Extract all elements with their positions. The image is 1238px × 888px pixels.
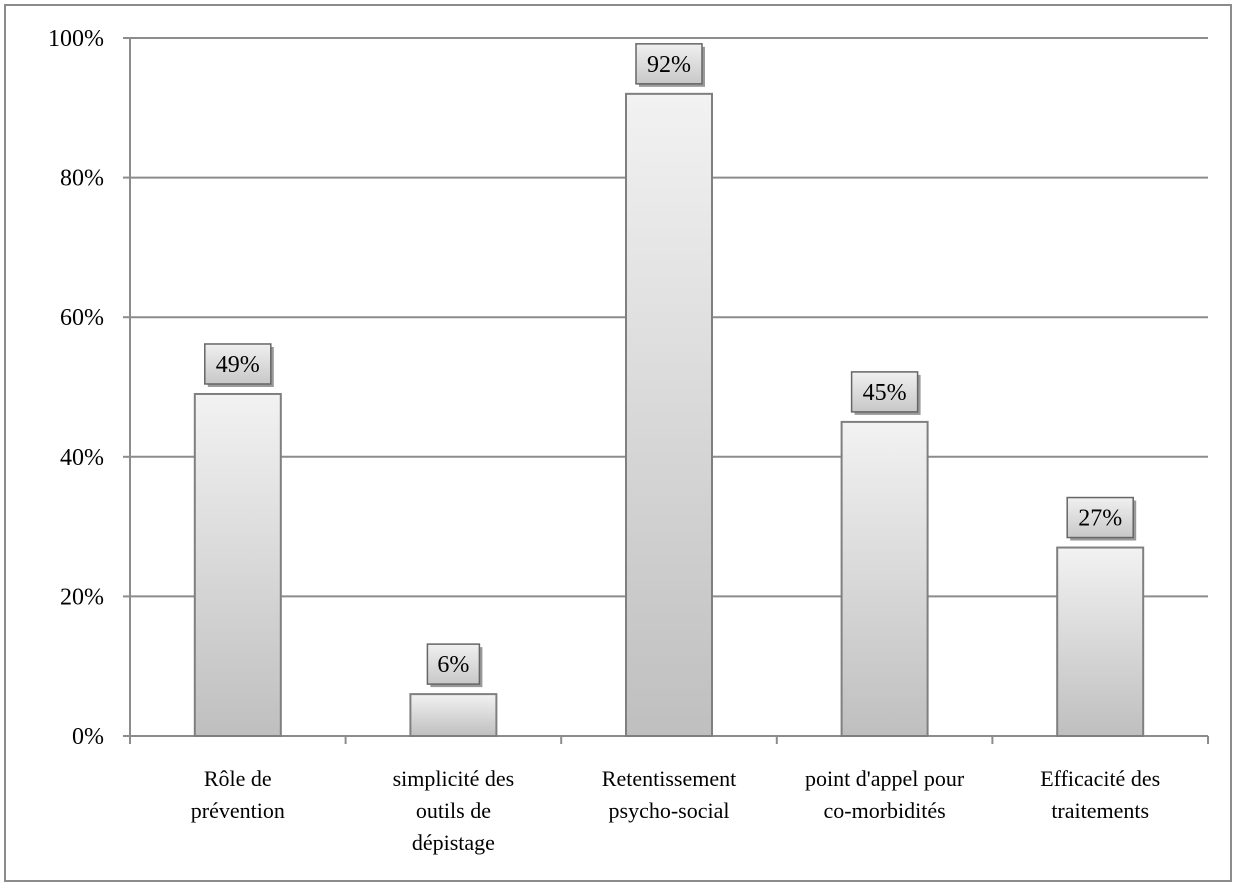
bar (625, 92, 713, 737)
data-label-box (850, 371, 919, 413)
x-category-label: simplicité des (393, 766, 515, 791)
data-label-box (1066, 496, 1134, 539)
data-label: 49% (216, 352, 260, 378)
data-labels: 49% 6% 92% 45% 27% (204, 43, 1137, 688)
y-tick-label: 20% (60, 584, 104, 610)
bars (193, 92, 1145, 737)
x-category-label: traitements (1051, 798, 1149, 823)
y-tick-labels: 0% 20% 40% 60% 80% 100% (48, 26, 104, 750)
y-tick-label: 100% (48, 26, 104, 52)
x-category-label: outils de (416, 798, 491, 823)
y-tick-label: 0% (72, 724, 104, 750)
data-label: 27% (1078, 506, 1122, 532)
data-label: 6% (437, 652, 469, 678)
bar (1056, 546, 1145, 737)
y-tick-label: 60% (60, 305, 104, 331)
data-label-box (204, 343, 272, 385)
data-label: 92% (647, 52, 691, 78)
x-category-label: prévention (191, 798, 285, 823)
x-category-label: Efficacité des (1040, 766, 1160, 791)
x-category-labels: Rôle de prévention simplicité des outils de… (191, 766, 1160, 855)
x-category-label: Retentissement (602, 766, 736, 791)
data-label-box (426, 643, 481, 685)
bar (840, 420, 929, 737)
x-category-label: co-morbidités (823, 798, 945, 823)
y-tick-label: 80% (60, 166, 104, 192)
data-label: 45% (863, 380, 907, 406)
bar (193, 392, 282, 737)
bar (409, 693, 498, 737)
x-category-label: point d'appel pour (805, 766, 965, 791)
x-category-label: psycho-social (609, 798, 730, 823)
data-label-box (635, 43, 703, 85)
x-category-label: Rôle de (204, 766, 272, 791)
x-category-label: dépistage (412, 830, 495, 855)
y-tick-label: 40% (60, 445, 104, 471)
